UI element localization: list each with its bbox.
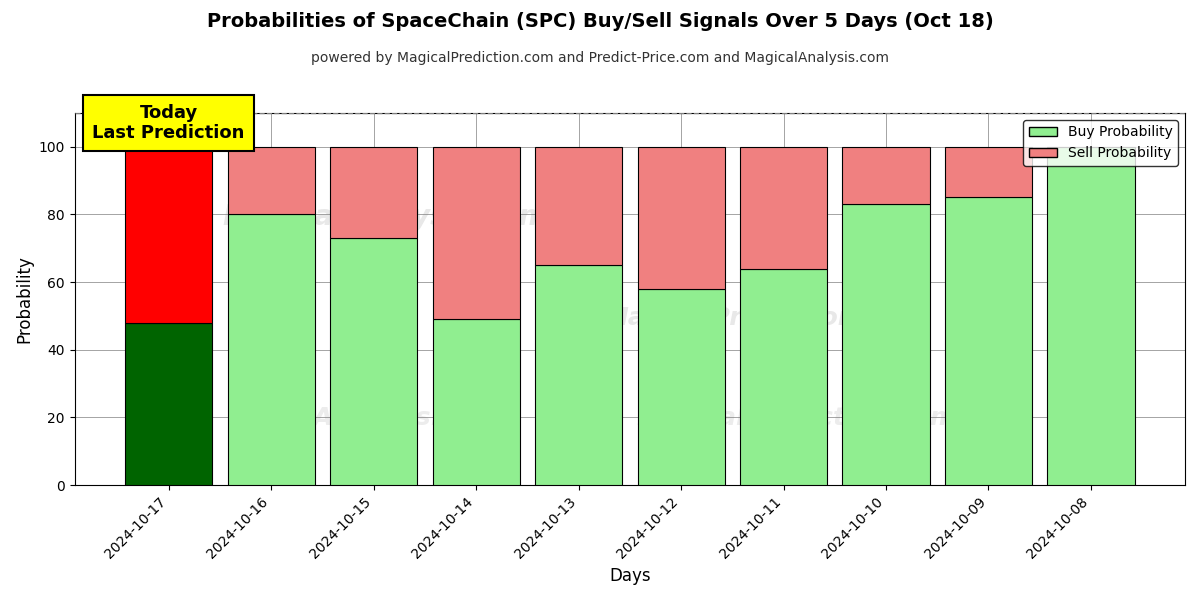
Bar (637, 289, 725, 485)
Text: calAnalysis.com: calAnalysis.com (272, 406, 498, 430)
Bar (330, 146, 418, 238)
Bar (535, 146, 622, 265)
Bar (637, 146, 725, 289)
Bar (842, 146, 930, 204)
Bar (125, 323, 212, 485)
Text: MagicalAnalysis.com: MagicalAnalysis.com (223, 203, 548, 231)
Text: MagicalPrediction.com: MagicalPrediction.com (604, 305, 923, 329)
Bar (740, 146, 827, 269)
X-axis label: Days: Days (610, 567, 650, 585)
Legend: Buy Probability, Sell Probability: Buy Probability, Sell Probability (1024, 120, 1178, 166)
Bar (1048, 146, 1134, 485)
Bar (228, 214, 314, 485)
Text: Probabilities of SpaceChain (SPC) Buy/Sell Signals Over 5 Days (Oct 18): Probabilities of SpaceChain (SPC) Buy/Se… (206, 12, 994, 31)
Y-axis label: Probability: Probability (16, 255, 34, 343)
Text: powered by MagicalPrediction.com and Predict-Price.com and MagicalAnalysis.com: powered by MagicalPrediction.com and Pre… (311, 51, 889, 65)
Text: Today
Last Prediction: Today Last Prediction (92, 104, 245, 142)
Text: MagicalPrediction.com: MagicalPrediction.com (636, 406, 956, 430)
Bar (432, 319, 520, 485)
Bar (125, 146, 212, 323)
Bar (432, 146, 520, 319)
Bar (740, 269, 827, 485)
Bar (842, 204, 930, 485)
Bar (228, 146, 314, 214)
Bar (944, 146, 1032, 197)
Bar (330, 238, 418, 485)
Bar (944, 197, 1032, 485)
Bar (535, 265, 622, 485)
